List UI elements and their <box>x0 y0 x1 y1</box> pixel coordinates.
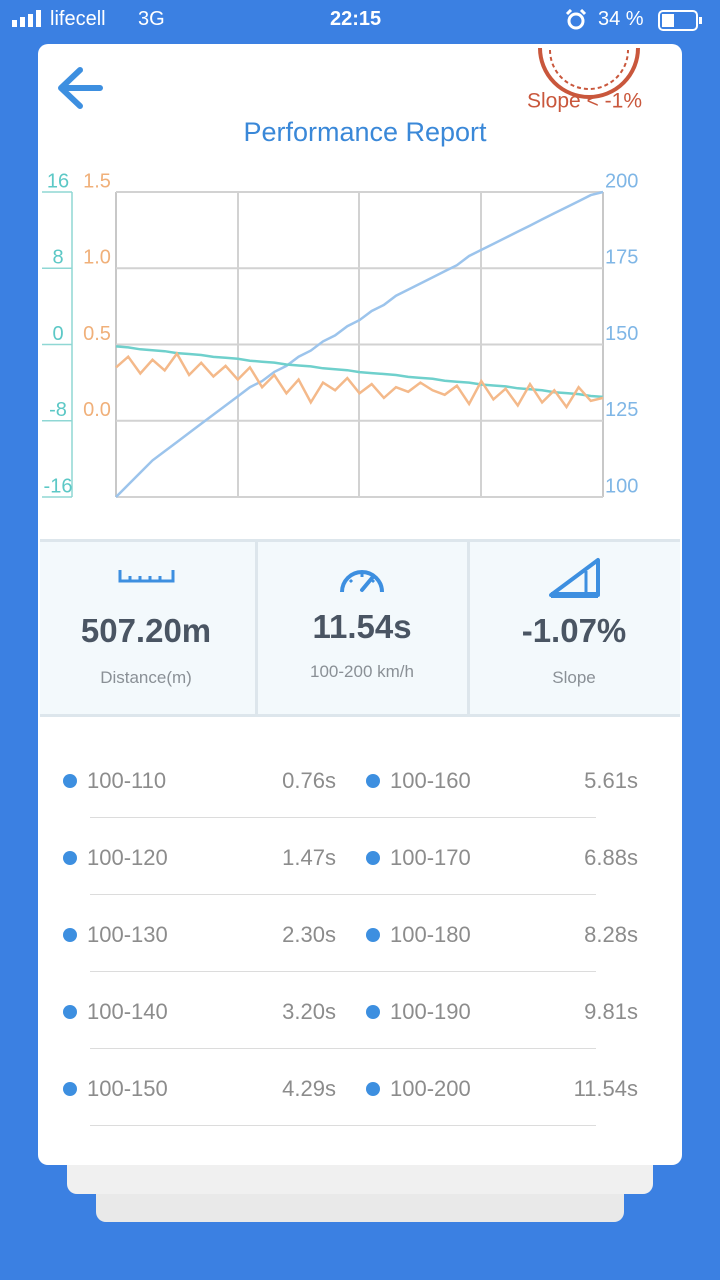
bullet <box>366 1082 380 1096</box>
alarm-icon <box>565 9 587 30</box>
signal-icon <box>12 10 41 27</box>
split-range: 100-140 <box>87 999 168 1024</box>
speed-icon <box>340 570 384 593</box>
y-tick-label: 8 <box>52 247 63 269</box>
divider <box>90 971 596 972</box>
split-time: 8.28s <box>584 922 638 947</box>
stat-card: -1.07% Slope <box>468 542 680 714</box>
divider <box>90 1125 596 1126</box>
y-tick-label: 0 <box>52 323 63 345</box>
divider <box>90 817 596 818</box>
stat-value: -1.07% <box>521 612 627 649</box>
split-range: 100-110 <box>87 768 167 793</box>
stats-panel <box>40 539 680 717</box>
split-time: 2.30s <box>282 922 336 947</box>
bullet <box>366 851 380 865</box>
bullet <box>366 774 380 788</box>
split-range: 100-170 <box>390 845 471 870</box>
bullet <box>63 1005 77 1019</box>
split-time: 4.29s <box>282 1076 336 1101</box>
bullet <box>63 1082 77 1096</box>
split-time: 3.20s <box>282 999 336 1024</box>
series-line <box>115 345 604 399</box>
bullet <box>63 774 77 788</box>
y2-tick-label: 150 <box>605 323 638 345</box>
stat-card: 507.20m Distance(m) <box>40 542 252 714</box>
slope-badge: Slope < -1% <box>527 90 642 113</box>
divider <box>90 894 596 895</box>
split-range: 100-120 <box>87 845 168 870</box>
series-line <box>115 351 604 410</box>
split-range: 100-200 <box>390 1076 471 1101</box>
stat-value: 507.20m <box>80 612 212 649</box>
stat-label: 100-200 km/h <box>310 662 414 681</box>
y-tick-label: 16 <box>47 170 69 192</box>
y2-tick-label: 125 <box>605 399 638 421</box>
y2-tick-label: 200 <box>605 170 638 192</box>
stat-value: 11.54s <box>312 608 412 645</box>
split-time: 6.88s <box>584 845 638 870</box>
slope-icon <box>549 558 600 598</box>
split-range: 100-150 <box>87 1076 168 1101</box>
divider <box>90 1048 596 1049</box>
split-time: 0.76s <box>282 768 336 793</box>
split-time: 9.81s <box>584 999 638 1024</box>
split-range: 100-190 <box>390 999 471 1024</box>
carrier: lifecell <box>50 8 106 30</box>
series-line <box>115 190 604 498</box>
y2-tick-label: 100 <box>605 475 638 497</box>
split-range: 100-130 <box>87 922 168 947</box>
split-time: 11.54s <box>573 1076 638 1101</box>
distance-icon <box>118 570 175 583</box>
y3-tick-label: 1.5 <box>83 170 111 192</box>
bullet <box>366 1005 380 1019</box>
stat-card: 11.54s 100-200 km/h <box>256 542 468 714</box>
y3-tick-label: 1.0 <box>83 247 111 269</box>
y2-tick-label: 175 <box>605 247 638 269</box>
y3-tick-label: 0.0 <box>83 399 111 421</box>
page-title: Performance Report <box>243 117 487 147</box>
y-tick-label: -16 <box>44 475 73 497</box>
back-button[interactable] <box>58 67 103 109</box>
y-tick-label: -8 <box>49 399 67 421</box>
bullet <box>63 928 77 942</box>
battery-text: 34 % <box>598 8 644 30</box>
split-range: 100-180 <box>390 922 471 947</box>
network: 3G <box>138 8 165 30</box>
stamp <box>538 47 640 99</box>
y3-tick-label: 0.5 <box>83 323 111 345</box>
bullet <box>366 928 380 942</box>
stat-label: Slope <box>552 668 596 687</box>
battery-icon <box>658 10 702 31</box>
bullet <box>63 851 77 865</box>
split-time: 5.61s <box>584 768 638 793</box>
chart: Slope < -1% Performance Report 100 125 150… <box>42 47 642 498</box>
clock: 22:15 <box>330 8 382 30</box>
split-time: 1.47s <box>282 845 336 870</box>
split-range: 100-160 <box>390 768 471 793</box>
stat-label: Distance(m) <box>100 668 192 687</box>
